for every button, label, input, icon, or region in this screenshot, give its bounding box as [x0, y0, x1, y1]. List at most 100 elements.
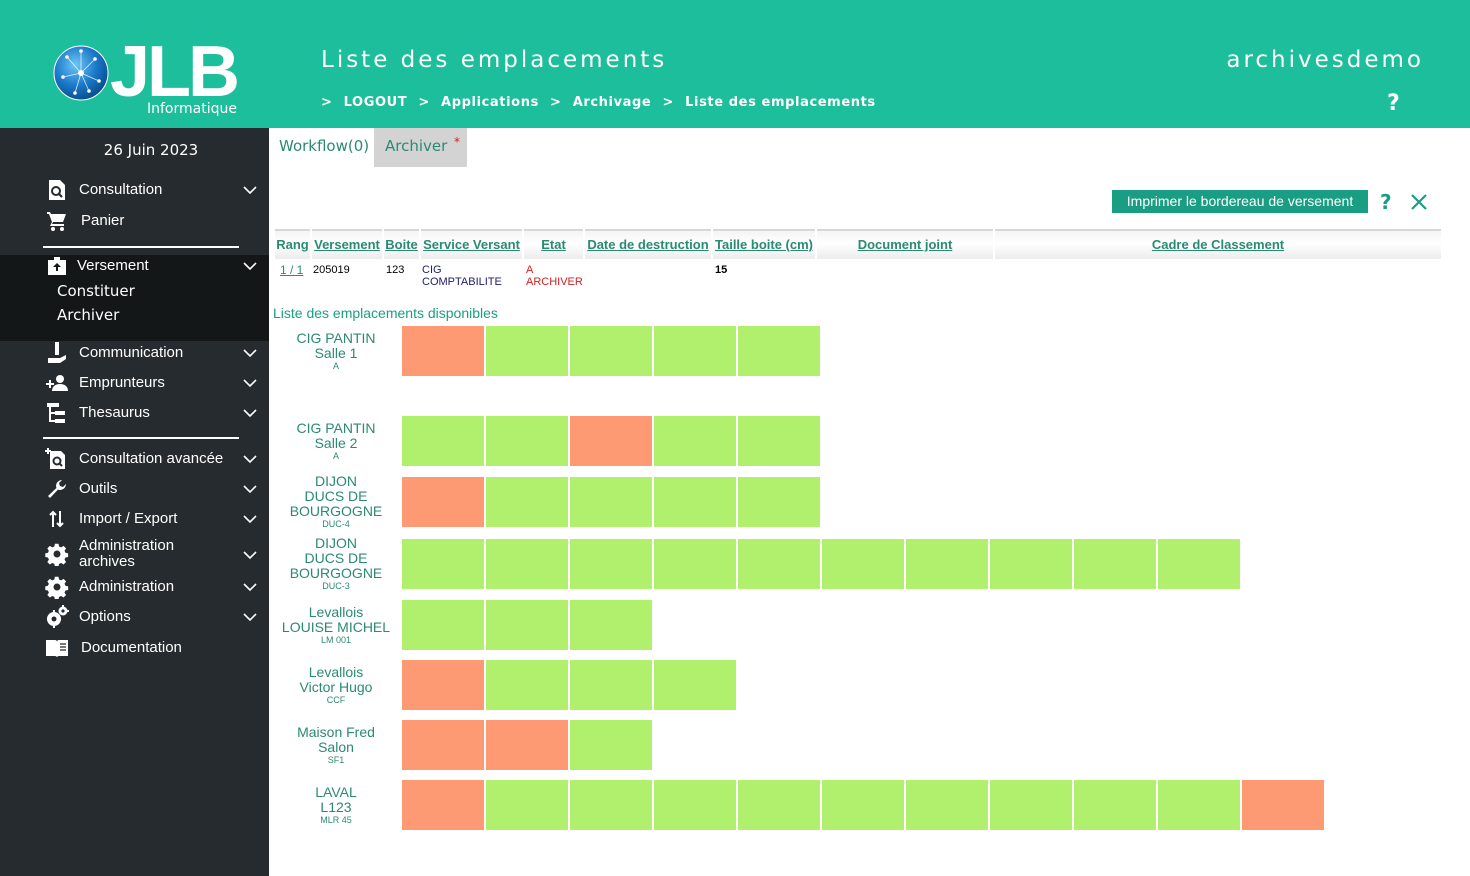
location-slot-available[interactable]: [654, 477, 736, 527]
location-slot-available[interactable]: [822, 539, 904, 589]
location-slot-occupied[interactable]: [1242, 780, 1324, 830]
sidebar-item-import-export[interactable]: Import / Export: [0, 504, 269, 534]
sidebar-item-label: Versement: [77, 257, 149, 274]
sidebar-item-consultation[interactable]: Consultation: [0, 175, 269, 205]
sidebar-item-communication[interactable]: Communication: [0, 338, 269, 368]
location-room: Victor Hugo: [299, 679, 373, 695]
location-label: Maison Fred Salon SF1: [269, 725, 403, 766]
sidebar-item-versement[interactable]: Versement: [0, 251, 269, 281]
location-slot-available[interactable]: [654, 326, 736, 376]
location-slot-available[interactable]: [1158, 780, 1240, 830]
location-slot-available[interactable]: [486, 660, 568, 710]
sidebar-item-label-line1: Administration: [79, 537, 175, 554]
location-slot-available[interactable]: [570, 720, 652, 770]
column-divider: [382, 229, 384, 259]
cell-etat-line1: A: [526, 264, 534, 276]
location-slot-occupied[interactable]: [402, 477, 484, 527]
sidebar-item-administration[interactable]: Administration: [0, 572, 269, 602]
column-header-document-joint[interactable]: Document joint: [857, 237, 953, 252]
tab-archiver[interactable]: Archiver *: [374, 128, 467, 167]
sidebar-item-thesaurus[interactable]: Thesaurus: [0, 398, 269, 428]
jlb-logo[interactable]: JLB Informatique: [50, 32, 250, 120]
location-slot-occupied[interactable]: [402, 326, 484, 376]
sidebar-divider: [43, 246, 239, 248]
sidebar-item-label-line2: archives: [79, 553, 135, 570]
gears-icon: [47, 605, 69, 628]
sidebar-item-administration-archives[interactable]: Administration archives: [0, 538, 269, 574]
rang-link[interactable]: 1 / 1: [280, 263, 304, 277]
breadcrumb-archivage[interactable]: Archivage: [572, 95, 652, 110]
logout-link[interactable]: LOGOUT: [343, 95, 408, 110]
location-slot-available[interactable]: [570, 477, 652, 527]
cart-icon: [47, 212, 66, 231]
close-icon[interactable]: [1410, 193, 1428, 211]
sidebar-item-emprunteurs[interactable]: Emprunteurs: [0, 368, 269, 398]
sidebar-item-panier[interactable]: Panier: [0, 206, 269, 236]
column-header-service-versant[interactable]: Service Versant: [423, 237, 520, 252]
location-slot-available[interactable]: [654, 416, 736, 466]
location-slot-available[interactable]: [822, 780, 904, 830]
location-slot-available[interactable]: [654, 780, 736, 830]
sidebar-item-consultation-avancee[interactable]: Consultation avancée: [0, 444, 269, 474]
location-slot-available[interactable]: [486, 416, 568, 466]
location-slot-occupied[interactable]: [402, 720, 484, 770]
chevron-down-icon: [243, 186, 257, 195]
location-slot-available[interactable]: [570, 539, 652, 589]
box-upload-icon: [48, 257, 66, 275]
location-slot-available[interactable]: [570, 600, 652, 650]
location-room: DUCS DE: [304, 488, 368, 504]
column-header-date-destruction[interactable]: Date de destruction: [587, 237, 709, 252]
location-code: SF1: [327, 755, 345, 765]
location-slot-available[interactable]: [738, 780, 820, 830]
location-slot-available[interactable]: [570, 326, 652, 376]
location-slot-occupied[interactable]: [486, 720, 568, 770]
location-slot-available[interactable]: [486, 477, 568, 527]
column-header-etat[interactable]: Etat: [541, 237, 566, 252]
location-slot-available[interactable]: [738, 477, 820, 527]
location-slot-available[interactable]: [486, 326, 568, 376]
location-slot-available[interactable]: [990, 780, 1072, 830]
print-bordereau-button[interactable]: Imprimer le bordereau de versement: [1112, 190, 1368, 213]
location-slot-occupied[interactable]: [570, 416, 652, 466]
sidebar-subitem-archiver[interactable]: Archiver: [57, 306, 120, 324]
help-icon[interactable]: ?: [1387, 91, 1400, 116]
location-slot-available[interactable]: [990, 539, 1072, 589]
location-slot-available[interactable]: [654, 660, 736, 710]
location-slot-available[interactable]: [738, 539, 820, 589]
location-slot-available[interactable]: [402, 600, 484, 650]
location-slot-available[interactable]: [1158, 539, 1240, 589]
location-slot-occupied[interactable]: [402, 660, 484, 710]
location-slot-available[interactable]: [486, 539, 568, 589]
location-slot-available[interactable]: [906, 539, 988, 589]
column-header-taille-boite[interactable]: Taille boite (cm): [715, 237, 813, 252]
location-slot-available[interactable]: [1074, 539, 1156, 589]
tab-workflow[interactable]: Workflow(0): [273, 128, 374, 167]
location-slot-available[interactable]: [486, 600, 568, 650]
current-date: 26 Juin 2023: [103, 141, 199, 159]
location-slot-available[interactable]: [402, 539, 484, 589]
sidebar-item-documentation[interactable]: Documentation: [0, 633, 269, 663]
add-person-icon: [46, 375, 68, 391]
column-header-boite[interactable]: Boite: [385, 237, 418, 252]
column-header-versement[interactable]: Versement: [314, 237, 380, 252]
location-slot-available[interactable]: [1074, 780, 1156, 830]
location-slot-available[interactable]: [402, 416, 484, 466]
chevron-down-icon: [243, 485, 257, 494]
sidebar-item-outils[interactable]: Outils: [0, 474, 269, 504]
location-slot-available[interactable]: [654, 539, 736, 589]
location-slot-available[interactable]: [570, 660, 652, 710]
column-header-cadre-classement[interactable]: Cadre de Classement: [1151, 237, 1285, 252]
location-slot-occupied[interactable]: [402, 780, 484, 830]
location-slot-available[interactable]: [570, 780, 652, 830]
sidebar-subitem-constituer[interactable]: Constituer: [57, 282, 135, 300]
location-slot-available[interactable]: [738, 416, 820, 466]
breadcrumb-applications[interactable]: Applications: [441, 95, 539, 110]
location-slot-available[interactable]: [906, 780, 988, 830]
location-slot-available[interactable]: [738, 326, 820, 376]
location-slot-available[interactable]: [486, 780, 568, 830]
help-icon[interactable]: ?: [1380, 190, 1392, 214]
chevron-down-icon: [243, 583, 257, 592]
locations-title: Liste des emplacements disponibles: [273, 305, 498, 321]
breadcrumb-separator: >: [662, 95, 674, 110]
sidebar-item-options[interactable]: Options: [0, 602, 269, 632]
